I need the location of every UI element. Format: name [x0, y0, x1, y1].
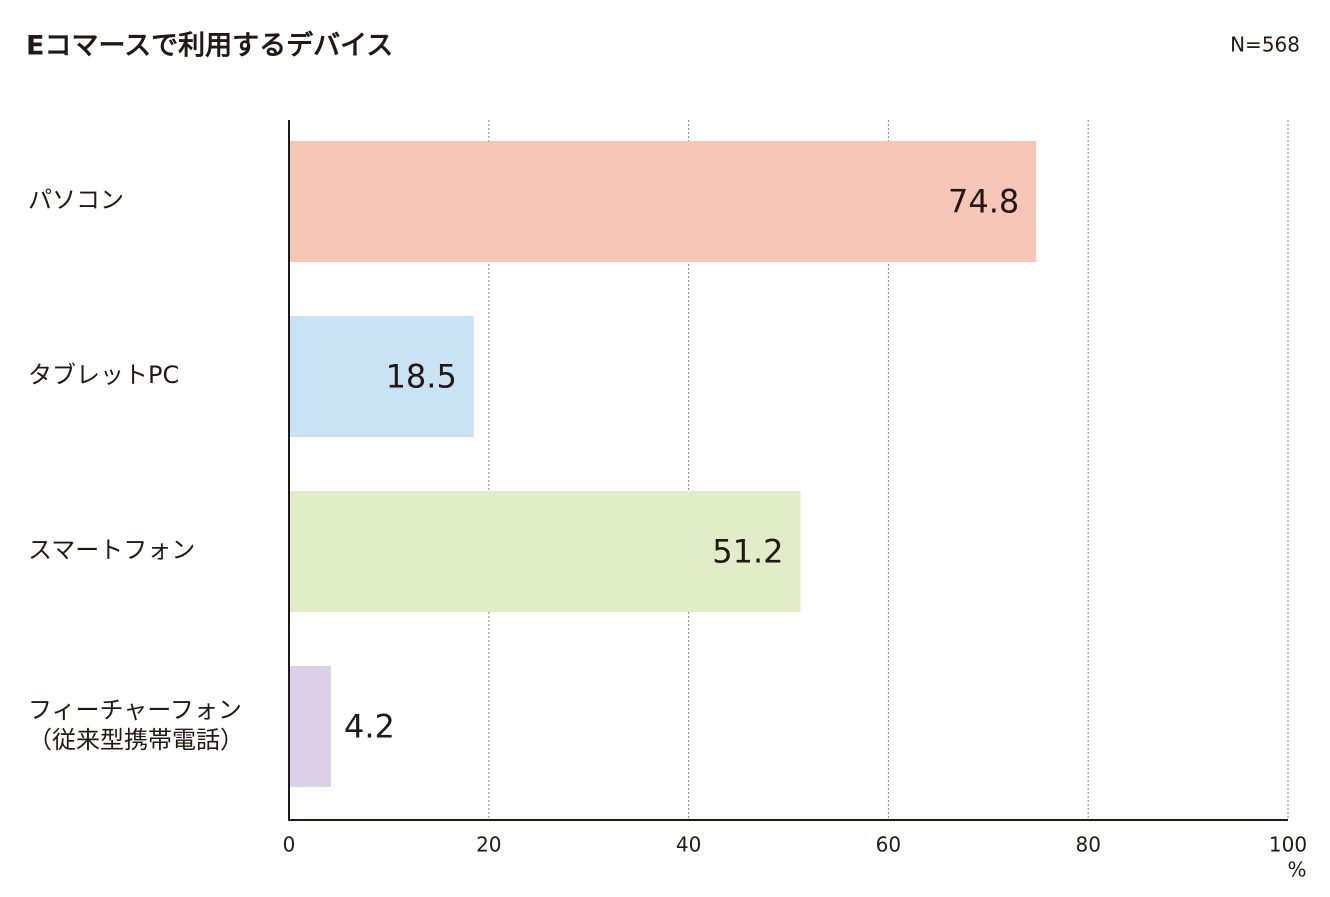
- bar: [289, 491, 801, 612]
- bar: [289, 666, 331, 787]
- category-label: パソコン: [28, 185, 124, 214]
- bar: [289, 141, 1037, 262]
- x-tick-label: 0: [283, 833, 296, 857]
- x-tick-label: 80: [1075, 833, 1100, 857]
- value-label: 51.2: [712, 533, 783, 571]
- bar: [289, 316, 474, 437]
- x-tick-label: 40: [676, 833, 701, 857]
- value-label: 18.5: [386, 358, 457, 396]
- x-axis-unit: %: [1287, 858, 1306, 882]
- category-label: フィーチャーフォン （従来型携帯電話）: [28, 695, 244, 754]
- sample-size: N=568: [1230, 33, 1300, 57]
- category-label: タブレットPC: [28, 360, 180, 389]
- x-tick-label: 20: [476, 833, 501, 857]
- x-tick-label: 60: [876, 833, 901, 857]
- x-tick-label: 100: [1269, 833, 1307, 857]
- chart-title: Eコマースで利用するデバイス: [26, 30, 393, 62]
- category-label: スマートフォン: [28, 535, 196, 564]
- value-label: 4.2: [344, 708, 395, 746]
- value-label: 74.8: [948, 183, 1019, 221]
